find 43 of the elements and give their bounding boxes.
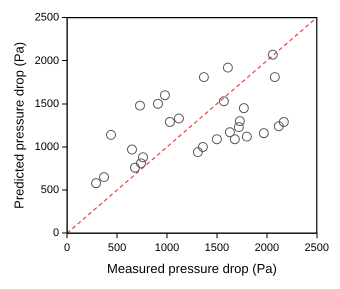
point: [198, 142, 208, 152]
x-tick-label: 2000: [254, 242, 280, 254]
point: [268, 50, 278, 60]
point: [130, 162, 140, 173]
point: [164, 116, 175, 127]
point: [192, 147, 203, 158]
point: [270, 72, 280, 82]
point: [222, 62, 233, 73]
x-axis-title: Measured pressure drop (Pa): [107, 260, 277, 276]
x-tick-label: 500: [108, 242, 126, 254]
y-axis-title: Predicted pressure drop (Pa): [11, 42, 26, 209]
point: [212, 134, 222, 144]
point: [106, 130, 116, 140]
point: [234, 116, 245, 126]
y-tick-label: 1000: [34, 140, 60, 153]
point: [278, 116, 289, 127]
x-tick-label: 1500: [204, 242, 230, 254]
point: [198, 72, 209, 82]
point: [152, 98, 163, 109]
x-tick-label: 0: [64, 242, 70, 254]
point: [160, 90, 170, 100]
point: [136, 158, 146, 168]
point: [99, 172, 110, 182]
point: [230, 134, 240, 144]
y-tick-label: 500: [40, 184, 60, 196]
y-tick-label: 2500: [34, 12, 60, 24]
point: [126, 144, 137, 155]
point: [224, 127, 235, 138]
point: [138, 152, 148, 162]
point: [174, 114, 184, 124]
y-tick-label: 0: [52, 227, 60, 240]
point: [234, 122, 244, 132]
x-tick-label: 2500: [304, 242, 330, 254]
point: [258, 128, 269, 138]
x-tick-label: 1000: [154, 242, 180, 254]
point: [91, 178, 102, 188]
point: [238, 103, 249, 114]
y-tick-label: 2000: [34, 54, 60, 67]
point: [274, 121, 284, 132]
point: [242, 132, 252, 142]
point: [134, 100, 145, 111]
y-tick-label: 1500: [34, 98, 60, 110]
point: [218, 96, 229, 106]
